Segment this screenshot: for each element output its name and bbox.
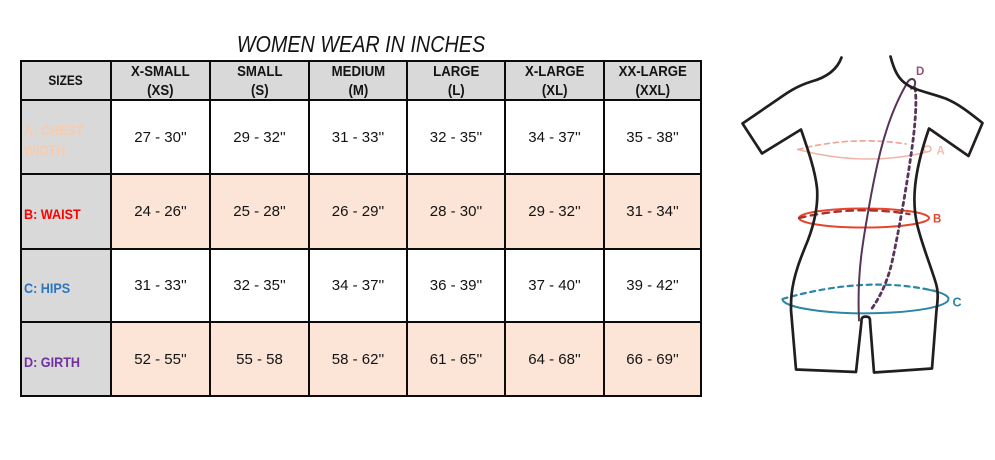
- svg-text:C: C: [953, 296, 962, 310]
- svg-text:D: D: [916, 66, 924, 78]
- svg-text:A: A: [937, 146, 945, 158]
- svg-text:B: B: [933, 214, 941, 226]
